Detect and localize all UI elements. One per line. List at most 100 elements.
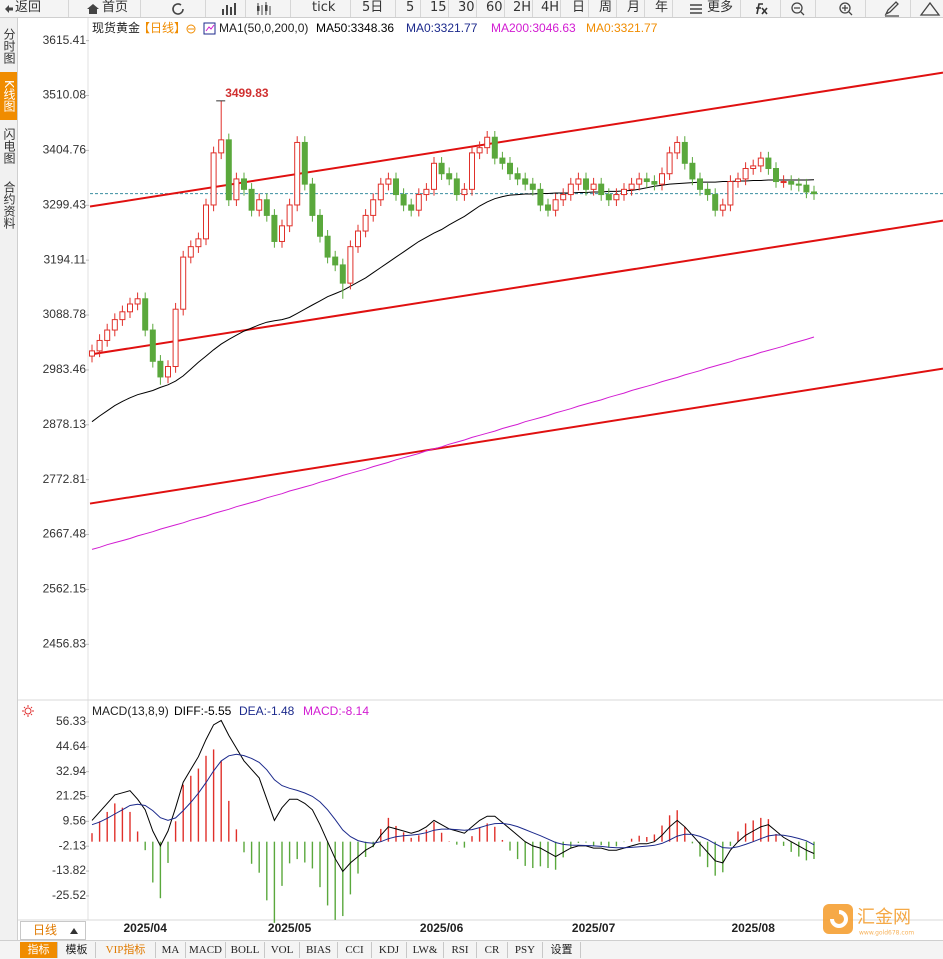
collapse-icon[interactable] xyxy=(186,24,196,34)
indicator-tab[interactable]: MA xyxy=(156,942,186,958)
shape-icon xyxy=(919,1,941,16)
more-icon xyxy=(690,4,702,14)
dropdown-arrow xyxy=(70,928,78,934)
toolbar-button[interactable]: 30 xyxy=(458,0,475,15)
indicator-tab[interactable]: VOL xyxy=(265,942,300,958)
indicator-tab[interactable]: LW& xyxy=(407,942,444,958)
candle-body xyxy=(218,139,225,154)
candle-body xyxy=(674,141,681,154)
candle-body xyxy=(347,246,354,284)
candle-body xyxy=(491,136,498,159)
toolbar-separator xyxy=(350,0,351,17)
y-tick-label: 3510.08 xyxy=(43,88,87,102)
candle-body xyxy=(111,319,118,331)
channel-line xyxy=(89,219,943,356)
legend-entry: MA0:3321.77 xyxy=(406,21,478,35)
candle-body xyxy=(165,366,171,378)
watermark-name: 汇金网 xyxy=(857,907,911,928)
indicator-tab[interactable]: PSY xyxy=(508,942,543,958)
candle-body xyxy=(309,183,316,216)
candle-body xyxy=(203,204,209,240)
candle-body xyxy=(332,256,339,266)
sidebar-tab[interactable]: 合约资料 xyxy=(2,181,16,229)
macd-settings-icon[interactable] xyxy=(22,705,34,717)
candle-body xyxy=(408,204,415,211)
icon-part xyxy=(70,928,78,934)
indicator-tab[interactable]: KDJ xyxy=(372,942,407,958)
y-tick-label: 2772.81 xyxy=(43,472,87,486)
sidebar-tab[interactable]: 分时图 xyxy=(2,28,16,64)
toolbar-separator xyxy=(616,0,617,17)
toolbar-button[interactable]: 4H xyxy=(541,0,560,15)
ma-line xyxy=(91,179,815,423)
macd-line xyxy=(91,719,815,873)
toolbar-separator xyxy=(672,0,673,17)
y-tick-label: 3088.78 xyxy=(43,307,87,321)
candle-body xyxy=(301,141,308,185)
y-tick-label: 56.33 xyxy=(56,714,86,728)
candle-body xyxy=(545,204,551,211)
candle-body xyxy=(689,162,696,180)
y-tick-label: 2562.15 xyxy=(43,582,87,596)
icon-part xyxy=(24,707,32,715)
candle-body xyxy=(104,329,111,341)
candle-body xyxy=(507,162,513,175)
icon-part xyxy=(205,24,215,32)
toolbar-button[interactable]: 60 xyxy=(486,0,503,15)
toolbar-button[interactable]: 周 xyxy=(599,0,613,15)
icon-part xyxy=(842,5,853,16)
candle-body xyxy=(499,157,506,164)
toolbar-button[interactable]: 2H xyxy=(513,0,532,15)
candle-body xyxy=(248,188,255,211)
home-icon xyxy=(87,4,99,14)
candle-body xyxy=(210,152,217,206)
toolbar-button[interactable]: 年 xyxy=(655,0,669,15)
toolbar-button[interactable]: 5 xyxy=(406,0,415,15)
toolbar-button[interactable]: 5日 xyxy=(362,0,384,15)
indicator-tab[interactable]: MACD xyxy=(186,942,226,958)
toolbar-button[interactable]: 15 xyxy=(430,0,447,15)
indicator-tab[interactable]: 模板 xyxy=(58,942,96,958)
toolbar-button[interactable]: 月 xyxy=(627,0,641,15)
candle-body xyxy=(537,188,544,206)
indicator-tab[interactable]: BIAS xyxy=(300,942,338,958)
legend-entry: MA200:3046.63 xyxy=(491,21,576,35)
ma-settings-icon[interactable] xyxy=(203,22,216,35)
candle-body xyxy=(286,204,293,227)
indicator-tab[interactable]: RSI xyxy=(444,942,477,958)
zoom-in-icon xyxy=(839,2,851,14)
zoom-out-icon xyxy=(791,2,803,14)
ma-line xyxy=(91,336,815,550)
indicator-tab[interactable]: 设置 xyxy=(543,942,581,958)
toolbar-button[interactable]: 返回 xyxy=(15,0,42,15)
candle-body xyxy=(681,141,688,164)
indicator-tab[interactable]: CCI xyxy=(338,942,372,958)
indicator-tab[interactable]: 指标 xyxy=(20,942,58,958)
period-label: 日线 xyxy=(33,923,58,937)
candle-body xyxy=(241,178,247,190)
candle-body xyxy=(659,173,665,185)
icon-part xyxy=(22,705,34,717)
candle-body xyxy=(552,199,559,211)
toolbar-separator xyxy=(245,0,246,17)
channel-line xyxy=(89,71,943,208)
toolbar-button[interactable]: 更多 xyxy=(707,0,734,15)
candle-body xyxy=(225,139,232,201)
candle-body xyxy=(643,178,650,183)
candle-body xyxy=(233,178,240,201)
sidebar-tab[interactable]: K线图 xyxy=(0,72,17,120)
toolbar-button[interactable]: tick xyxy=(312,0,336,15)
candle-body xyxy=(583,178,589,190)
toolbar-button[interactable]: 首页 xyxy=(102,0,129,15)
candle-body xyxy=(172,308,179,368)
refresh-icon xyxy=(172,3,184,15)
indicator-tab[interactable]: CR xyxy=(477,942,508,958)
indicator-tab[interactable]: BOLL xyxy=(226,942,265,958)
indicator-tab[interactable]: VIP指标 xyxy=(96,942,156,958)
sidebar-tab[interactable]: 闪电图 xyxy=(2,128,16,164)
icon-part xyxy=(794,7,805,16)
period-selector[interactable]: 日线 xyxy=(20,921,86,940)
toolbar: 返回 首页 tick 5日 5 15 30 60 2H 4H 日周月年 更多 xyxy=(0,0,943,18)
toolbar-button[interactable]: 日 xyxy=(572,0,586,15)
